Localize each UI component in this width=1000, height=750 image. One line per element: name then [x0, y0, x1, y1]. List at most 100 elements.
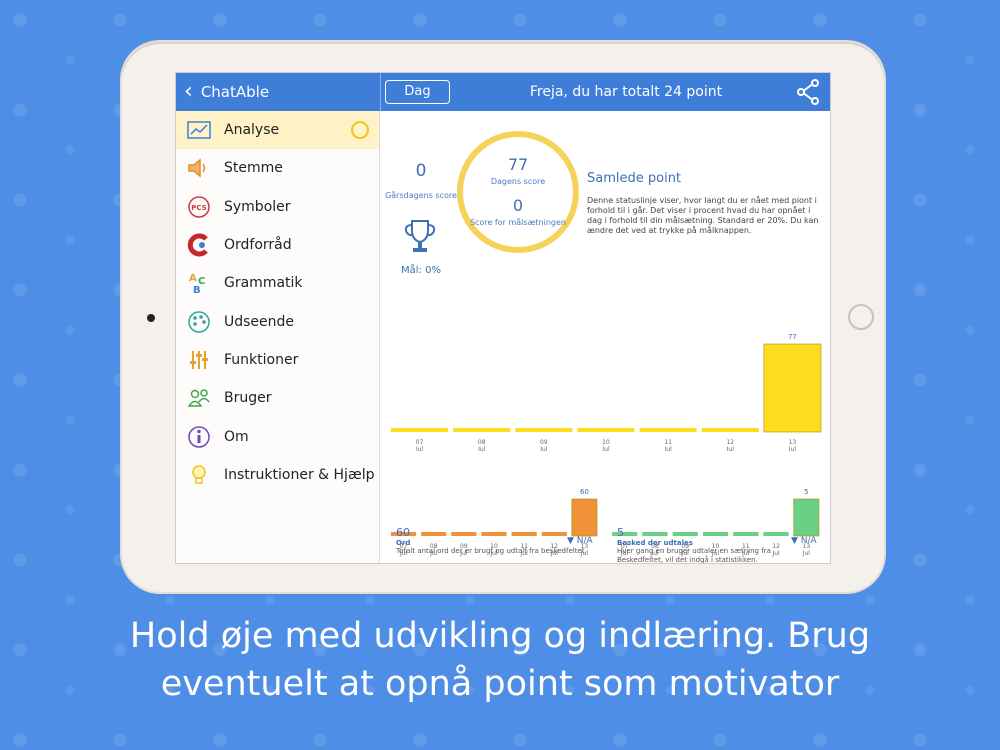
palette-icon: [188, 310, 210, 333]
caption: Hold øje med udvikling og indlæring. Bru…: [0, 612, 1000, 708]
messages-tick-label: 07: [621, 543, 629, 550]
sidebar-item-symboler[interactable]: PCS Symboler: [176, 188, 379, 226]
back-button[interactable]: ‹ ChatAble: [184, 79, 269, 105]
sidebar-item-label: Funktioner: [224, 351, 299, 368]
sidebar-item-label: Grammatik: [224, 275, 303, 292]
sidebar-item-ordforraad[interactable]: Ordforråd: [176, 226, 379, 264]
total-points-tick-label: Jul: [726, 446, 735, 451]
total-points-tick-label: 12: [726, 439, 734, 446]
total-points-bar: [453, 428, 511, 432]
sidebar-item-analyse[interactable]: Analyse: [176, 111, 379, 150]
top-bar: ‹ ChatAble Dag Freja, du har totalt 24 p…: [176, 73, 830, 111]
total-points-description: Denne statuslinje viser, hvor langt du e…: [587, 196, 819, 235]
total-points-tick-label: Jul: [788, 446, 797, 451]
total-points-tick-label: 11: [664, 439, 672, 446]
svg-text:A: A: [189, 273, 197, 284]
speaker-icon: [188, 158, 206, 179]
words-tick-label: Jul: [580, 550, 589, 557]
words-bar: [511, 532, 537, 536]
c-icon: [187, 233, 208, 257]
total-points-tick-label: Jul: [477, 446, 486, 451]
messages-tick-label: Jul: [711, 550, 720, 557]
messages-tick-label: 08: [651, 543, 659, 550]
words-value: 60: [396, 526, 410, 539]
divider: [380, 73, 381, 111]
sidebar-item-udseende[interactable]: Udseende: [176, 302, 379, 340]
today-value: 77: [507, 155, 529, 174]
sidebar-item-grammatik[interactable]: A C B Grammatik: [176, 264, 379, 302]
total-points-bar: [515, 428, 573, 432]
chevron-left-icon: ‹: [184, 79, 193, 104]
svg-text:C: C: [198, 276, 205, 287]
day-button[interactable]: Dag: [385, 80, 450, 104]
total-points-tick-label: Jul: [539, 446, 548, 451]
status-ring-icon: [351, 121, 369, 139]
goal-percent: Mål: 0%: [401, 265, 441, 276]
messages-tick-label: 11: [742, 543, 750, 550]
messages-data-label: 5: [804, 488, 808, 496]
words-trend-label: N/A: [576, 536, 593, 546]
sidebar-item-label: Om: [224, 428, 249, 445]
sliders-icon: [190, 350, 208, 369]
words-tick-label: 13: [581, 543, 589, 550]
words-bar: [541, 532, 567, 536]
words-bar: [451, 532, 477, 536]
sidebar: Analyse Stemme PCS Symboler: [176, 111, 380, 563]
words-bar: [481, 532, 507, 536]
messages-tick-label: Jul: [681, 550, 690, 557]
sidebar-item-om[interactable]: Om: [176, 417, 379, 455]
trophy-icon[interactable]: [403, 218, 437, 256]
total-points-bar: [701, 428, 759, 432]
total-points-tick-label: Jul: [415, 446, 424, 451]
sidebar-item-label: Ordforråd: [224, 237, 292, 254]
words-tick-label: 10: [490, 543, 498, 550]
today-label: Dagens score: [490, 177, 546, 186]
messages-tick-label: 13: [803, 543, 811, 550]
triangle-down-icon: ▼: [791, 536, 798, 546]
lightbulb-icon: [192, 465, 206, 484]
words-tick-label: 07: [400, 543, 408, 550]
home-button[interactable]: [848, 304, 874, 330]
abc-icon: A C B: [189, 273, 205, 296]
summary-row: 60 Ord Totalt antal ord der er brugt og …: [381, 526, 830, 563]
yesterday-value: 0: [415, 161, 427, 181]
sidebar-item-label: Bruger: [224, 390, 272, 407]
messages-tick-label: Jul: [802, 550, 811, 557]
total-points-bar: [639, 428, 697, 432]
messages-tick-label: Jul: [771, 550, 780, 557]
words-tick-label: 11: [520, 543, 528, 550]
chart-icon: [187, 121, 211, 139]
total-points-title: Samlede point: [587, 171, 682, 186]
words-tick-label: Jul: [429, 550, 438, 557]
words-tick-label: 12: [550, 543, 558, 550]
sidebar-item-label: Symboler: [224, 198, 291, 215]
total-points-bar: [577, 428, 635, 432]
info-icon: [188, 425, 210, 448]
svg-text:B: B: [193, 285, 201, 296]
sidebar-item-stemme[interactable]: Stemme: [176, 149, 379, 187]
words-trend: ▼ N/A: [567, 536, 593, 546]
page-title: Freja, du har totalt 24 point: [529, 84, 723, 100]
messages-bar: [612, 532, 638, 536]
total-points-tick-label: 08: [478, 439, 486, 446]
sidebar-item-label: Udseende: [224, 313, 295, 330]
total-points-data-label: 77: [788, 333, 797, 341]
words-bar: [391, 532, 417, 536]
app-screen: ‹ ChatAble Dag Freja, du har totalt 24 p…: [175, 72, 831, 564]
messages-bar: [702, 532, 729, 536]
words-data-label: 60: [580, 488, 589, 496]
sidebar-item-bruger[interactable]: Bruger: [176, 379, 379, 417]
tablet-device: ‹ ChatAble Dag Freja, du har totalt 24 p…: [122, 42, 884, 592]
caption-line-2: eventuelt at opnå point som motivator: [160, 664, 840, 704]
total-points-tick-label: Jul: [601, 446, 610, 451]
sidebar-item-instruktioner[interactable]: Instruktioner & Hjælp: [176, 456, 379, 494]
sidebar-item-label: Analyse: [224, 122, 280, 139]
words-messages-chart: 07Jul08Jul09Jul10Jul11Jul12Jul13Jul6007J…: [391, 488, 820, 557]
sidebar-item-funktioner[interactable]: Funktioner: [176, 341, 379, 379]
svg-text:PCS: PCS: [191, 204, 206, 212]
messages-tick-label: Jul: [741, 550, 750, 557]
messages-trend-label: N/A: [800, 536, 817, 546]
share-icon[interactable]: [796, 79, 820, 105]
goal-label: Score for målsætningen: [469, 218, 566, 227]
